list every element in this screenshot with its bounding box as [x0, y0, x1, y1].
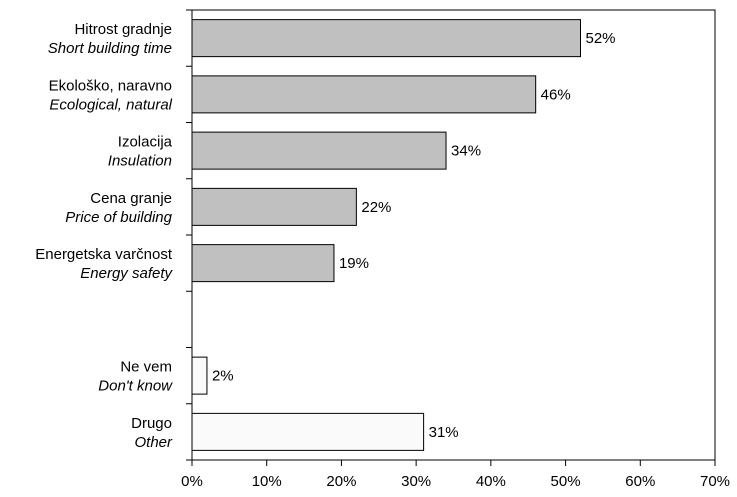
x-tick-label: 20%: [326, 473, 356, 490]
category-label: Ne vem: [120, 359, 172, 376]
category-sublabel: Ecological, natural: [49, 96, 172, 113]
category-label: Cena granje: [90, 190, 172, 207]
x-tick-label: 30%: [401, 473, 431, 490]
category-sublabel: Insulation: [108, 153, 172, 170]
bar: [191, 19, 582, 58]
bar: [191, 356, 208, 395]
data-label: 22%: [361, 199, 391, 216]
bar: [191, 187, 357, 226]
category-sublabel: Short building time: [48, 40, 172, 57]
category-sublabel: Other: [134, 434, 173, 451]
x-tick-label: 70%: [700, 473, 730, 490]
data-label: 52%: [586, 30, 616, 47]
category-label: Energetska varčnost: [35, 246, 173, 263]
category-sublabel: Price of building: [65, 209, 172, 226]
category-label: Drugo: [131, 415, 172, 432]
bar: [191, 244, 335, 283]
data-label: 19%: [339, 255, 369, 272]
bar: [191, 131, 447, 170]
category-label: Hitrost gradnje: [74, 21, 172, 38]
category-sublabel: Energy safety: [80, 265, 173, 282]
bar: [191, 412, 425, 451]
data-label: 2%: [212, 368, 234, 385]
data-label: 31%: [429, 424, 459, 441]
x-tick-label: 60%: [625, 473, 655, 490]
x-tick-label: 0%: [181, 473, 203, 490]
data-label: 46%: [541, 86, 571, 103]
data-label: 34%: [451, 143, 481, 160]
x-tick-label: 10%: [252, 473, 282, 490]
category-sublabel: Don't know: [98, 378, 173, 395]
x-tick-label: 40%: [476, 473, 506, 490]
x-tick-label: 50%: [551, 473, 581, 490]
category-label: Izolacija: [118, 134, 173, 151]
bar: [191, 75, 537, 114]
category-label: Ekološko, naravno: [49, 77, 172, 94]
